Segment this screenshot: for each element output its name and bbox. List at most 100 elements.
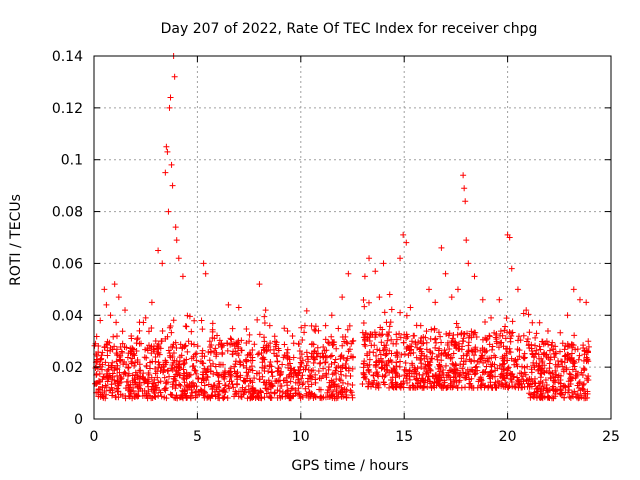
data-point: [229, 325, 236, 332]
data-point: [185, 338, 192, 345]
data-point: [308, 390, 315, 397]
data-point: [454, 331, 461, 338]
data-point: [282, 390, 289, 397]
data-point: [449, 335, 456, 342]
data-point: [378, 339, 385, 346]
data-point: [377, 355, 384, 362]
data-point: [482, 318, 489, 325]
data-point: [438, 357, 445, 364]
data-point: [573, 372, 580, 379]
data-point: [295, 376, 302, 383]
data-point: [583, 299, 590, 306]
data-point: [136, 327, 143, 334]
data-point: [247, 350, 254, 357]
data-point: [403, 239, 410, 246]
data-point: [553, 371, 560, 378]
data-point: [548, 342, 555, 349]
data-point: [99, 389, 106, 396]
data-point: [424, 358, 431, 365]
y-tick-label: 0.1: [61, 153, 83, 169]
data-point: [579, 372, 586, 379]
data-point: [443, 352, 450, 359]
data-point: [194, 343, 201, 350]
data-point: [436, 363, 443, 370]
data-point: [504, 365, 511, 372]
data-point: [576, 296, 583, 303]
data-point: [189, 389, 196, 396]
data-point: [161, 385, 168, 392]
data-point: [214, 391, 221, 398]
data-point: [569, 366, 576, 373]
data-point: [148, 350, 155, 357]
data-point: [181, 360, 188, 367]
data-point: [557, 329, 564, 336]
data-point: [526, 390, 533, 397]
data-point: [259, 373, 266, 380]
data-point: [295, 385, 302, 392]
data-point: [284, 361, 291, 368]
data-point: [155, 247, 162, 254]
data-point: [410, 349, 417, 356]
data-point: [200, 260, 207, 267]
data-point: [404, 370, 411, 377]
data-point: [181, 379, 188, 386]
data-point: [584, 394, 591, 401]
data-point: [567, 395, 574, 402]
data-point: [338, 371, 345, 378]
data-point: [349, 382, 356, 389]
data-point: [189, 363, 196, 370]
data-point: [298, 324, 305, 331]
data-point: [540, 368, 547, 375]
data-point: [506, 382, 513, 389]
data-point: [401, 372, 408, 379]
data-point: [233, 373, 240, 380]
data-point: [402, 359, 409, 366]
data-point: [510, 373, 517, 380]
data-point: [95, 342, 102, 349]
data-point: [526, 329, 533, 336]
data-point: [141, 354, 148, 361]
data-point: [365, 299, 372, 306]
data-point: [232, 370, 239, 377]
data-point: [204, 394, 211, 401]
data-point: [212, 363, 219, 370]
data-point: [166, 104, 173, 111]
data-point: [423, 346, 430, 353]
data-point: [335, 325, 342, 332]
data-point: [121, 369, 128, 376]
data-point: [376, 294, 383, 301]
data-point: [256, 331, 263, 338]
data-point: [207, 348, 214, 355]
data-point: [218, 341, 225, 348]
data-point: [129, 395, 136, 402]
data-point: [361, 303, 368, 310]
data-point: [393, 363, 400, 370]
data-point: [265, 377, 272, 384]
data-point: [117, 356, 124, 363]
x-tick-label: 5: [193, 429, 202, 445]
data-point: [172, 339, 179, 346]
data-point: [201, 353, 208, 360]
data-point: [531, 379, 538, 386]
data-point: [234, 350, 241, 357]
data-point: [444, 342, 451, 349]
data-point: [396, 330, 403, 337]
data-point: [248, 393, 255, 400]
data-point: [512, 357, 519, 364]
data-point: [333, 345, 340, 352]
data-point: [208, 392, 215, 399]
data-point: [585, 377, 592, 384]
data-point: [110, 333, 117, 340]
data-point: [577, 392, 584, 399]
data-point: [448, 367, 455, 374]
data-point: [370, 372, 377, 379]
data-point: [92, 380, 99, 387]
data-point: [409, 360, 416, 367]
data-point: [179, 391, 186, 398]
data-point: [130, 351, 137, 358]
data-point: [417, 345, 424, 352]
data-point: [111, 343, 118, 350]
data-point: [502, 383, 509, 390]
data-point: [222, 382, 229, 389]
data-point: [571, 363, 578, 370]
